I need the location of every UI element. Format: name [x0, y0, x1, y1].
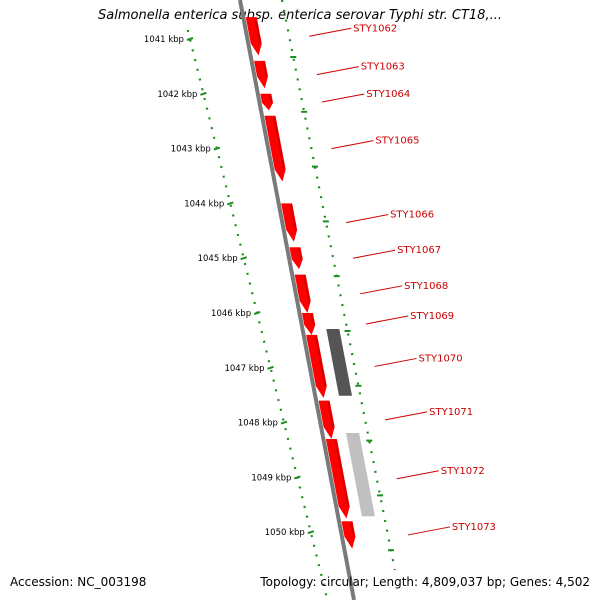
- gene-arrow[interactable]: [318, 400, 335, 440]
- ruler-tick-label: 1041 kbp: [144, 35, 184, 45]
- gene-label[interactable]: STY1062: [353, 23, 397, 34]
- gene-track: [245, 17, 356, 549]
- gene-leader-line: [360, 285, 403, 295]
- ruler-tick: [200, 91, 207, 96]
- ruler-tick-label: 1044 kbp: [184, 199, 224, 209]
- gene-label-layer: STY1062 STY1063 STY1064 STY1065 STY1066 STY10…: [309, 23, 496, 536]
- gene-leader-line: [322, 93, 365, 103]
- kbp-ruler: 1041 kbp 1042 kbp 1043 kbp 1044 kbp 1045 kbp…: [144, 0, 396, 600]
- gene-label[interactable]: STY1063: [361, 62, 405, 73]
- feature-track: [326, 328, 375, 517]
- genome-backbone: [238, 0, 356, 600]
- ruler-tick-label: 1046 kbp: [211, 309, 251, 319]
- ruler-tick: [294, 475, 301, 480]
- gene-label[interactable]: STY1068: [404, 281, 448, 292]
- gene-arrow[interactable]: [281, 203, 298, 242]
- ruler-tick: [240, 256, 248, 261]
- gene-leader-line: [396, 470, 439, 480]
- map-title: Salmonella enterica subsp. enterica sero…: [98, 8, 502, 23]
- ruler-tick: [280, 420, 288, 425]
- gene-leader-line: [345, 214, 389, 224]
- gene-arrow[interactable]: [341, 521, 356, 549]
- ruler-tick: [307, 530, 315, 535]
- gene-arrow[interactable]: [306, 334, 327, 398]
- ruler-tick: [267, 365, 274, 370]
- gene-arrow[interactable]: [325, 439, 350, 519]
- feature-box[interactable]: [346, 433, 375, 517]
- ruler-tick-label: 1048 kbp: [238, 419, 278, 429]
- gene-arrow[interactable]: [289, 247, 303, 270]
- gene-label[interactable]: STY1072: [441, 466, 485, 477]
- gene-leader-line: [385, 411, 428, 421]
- gene-label[interactable]: STY1071: [429, 407, 473, 418]
- gene-arrow[interactable]: [301, 313, 316, 335]
- gene-leader-line: [366, 315, 409, 325]
- gene-label[interactable]: STY1066: [390, 210, 434, 221]
- accession-label: Accession: NC_003198: [10, 575, 147, 589]
- gene-arrow[interactable]: [264, 115, 286, 182]
- gene-label[interactable]: STY1070: [419, 353, 463, 364]
- ruler-tick-label: 1050 kbp: [265, 528, 305, 538]
- track-dotted-line: [280, 0, 396, 571]
- gene-leader-line: [374, 357, 417, 367]
- gene-leader-line: [309, 27, 352, 37]
- ruler-tick-label: 1047 kbp: [224, 364, 264, 374]
- feature-box[interactable]: [326, 328, 352, 396]
- ruler-tick: [253, 311, 261, 315]
- gene-arrow[interactable]: [294, 274, 311, 313]
- ruler-tick: [226, 201, 234, 206]
- ruler-tick-label: 1045 kbp: [198, 254, 238, 264]
- genome-summary: Topology: circular; Length: 4,809,037 bp…: [260, 575, 590, 589]
- gene-arrow[interactable]: [254, 60, 269, 89]
- gene-label[interactable]: STY1067: [397, 245, 441, 256]
- gene-label[interactable]: STY1064: [366, 89, 410, 100]
- gene-arrow[interactable]: [245, 17, 262, 56]
- gene-label[interactable]: STY1065: [375, 136, 419, 147]
- ruler-tick: [186, 37, 194, 41]
- ruler-tick: [213, 146, 221, 151]
- gene-leader-line: [316, 66, 359, 76]
- ruler-tick-label: 1049 kbp: [251, 473, 291, 483]
- gene-label[interactable]: STY1069: [410, 311, 454, 322]
- gene-leader-line: [331, 140, 374, 150]
- gene-label[interactable]: STY1073: [452, 522, 496, 533]
- ruler-tick-label: 1043 kbp: [171, 145, 211, 155]
- gene-leader-line: [353, 249, 396, 259]
- gene-leader-line: [407, 526, 451, 536]
- gene-arrow[interactable]: [260, 93, 274, 111]
- backbone-line: [238, 0, 356, 600]
- ruler-tick-label: 1042 kbp: [157, 90, 197, 100]
